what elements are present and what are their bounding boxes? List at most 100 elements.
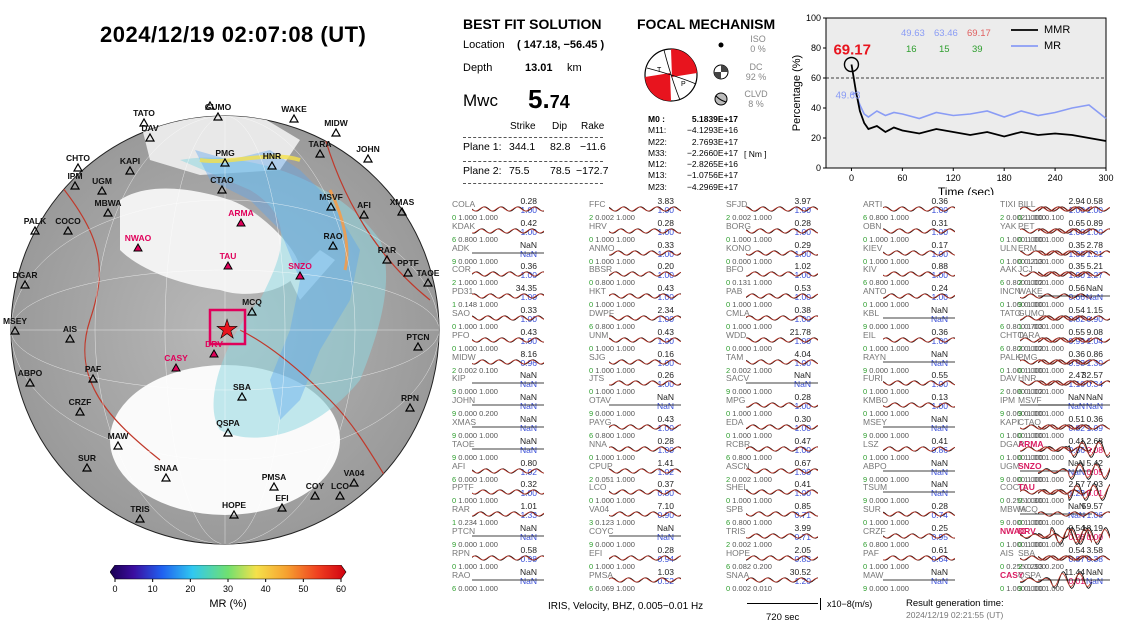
station-label: KAPI <box>120 156 140 166</box>
station-label: TARA <box>309 139 332 149</box>
synthetic-waveform <box>1038 555 1110 561</box>
trace-mbwa: MBWA NaN NaN 9 0.000 1.000 <box>1000 501 1092 528</box>
synthetic-waveform <box>1038 441 1110 456</box>
trace-ugm: UGM NaN NaN 9 0.000 1.000 <box>1000 457 1092 484</box>
tensor-row: M11: −4.1293E+16 <box>648 125 738 136</box>
trace-snaa: SNAA 30.52 1.20 0 0.002 0.010 <box>726 567 818 594</box>
synthetic-waveform <box>472 511 544 517</box>
observed-waveform <box>883 511 955 517</box>
trace-jcj: JCJ 5.21 1.27 2 0.002 1.000 <box>1018 261 1110 288</box>
trace-dwpf: DWPF 2.34 1.00 6 0.800 1.000 <box>589 305 681 332</box>
trace-hkt: HKT 0.43 1.00 0 1.000 1.000 <box>589 283 681 310</box>
station-triangle-icon <box>138 117 150 127</box>
station-label: AIS <box>63 324 78 334</box>
x-tick-label: 60 <box>897 173 907 183</box>
station-triangle-icon <box>209 348 219 358</box>
station-triangle-icon <box>314 148 326 158</box>
station-label: COY <box>306 481 325 491</box>
synthetic-waveform <box>1020 572 1092 587</box>
observed-waveform <box>746 424 818 430</box>
trace-drv: DRV 18.19 0.00 0 1.000 1.000 <box>1018 523 1110 550</box>
trace-kiv: KIV 0.88 1.00 6 0.800 1.000 <box>863 261 955 288</box>
observed-waveform <box>609 576 681 583</box>
synthetic-waveform <box>609 359 681 365</box>
trace-ctao: CTAO 0.36 1.09 0 1.000 1.000 <box>1018 414 1110 441</box>
synthetic-waveform <box>883 337 955 343</box>
observed-waveform <box>1038 555 1110 561</box>
trace-abpo: ABPO NaN NaN 9 0.000 1.000 <box>863 457 955 484</box>
trace-hope: HOPE 2.05 0.83 6 0.082 0.200 <box>726 545 818 572</box>
legend-entry: MR <box>1044 40 1061 52</box>
trace-paf: PAF 0.61 0.64 0 1.000 1.000 <box>863 545 955 572</box>
station-label-highlight: DRV <box>205 339 223 349</box>
trace-gumo: GUMO 1.15 0.90 1 0.703 1.000 <box>1018 305 1110 332</box>
tensor-row: M22: 2.7693E+17 <box>648 136 738 147</box>
tensor-unit: [ Nm ] <box>744 149 767 159</box>
synthetic-waveform <box>609 555 681 561</box>
low-value-label: 49.63 <box>835 91 860 102</box>
synthetic-waveform <box>746 271 818 277</box>
observed-waveform <box>1038 483 1110 502</box>
trace-xmas: XMAS NaN NaN 9 0.000 1.000 <box>452 414 544 440</box>
station-triangle-icon <box>219 157 231 167</box>
trace-pptf: PPTF 0.32 1.00 0 1.000 1.000 <box>452 479 544 506</box>
trace-payg: PAYG 0.43 1.00 6 0.800 1.000 <box>589 414 681 441</box>
synthetic-waveform <box>883 555 955 561</box>
trace-mcq: MCQ 59.57 1.06 0 1.000 1.000 <box>1018 501 1110 528</box>
observed-waveform <box>883 380 955 386</box>
station-triangle-icon <box>74 406 86 416</box>
trace-pab: PAB 0.53 1.00 0 1.000 1.000 <box>726 283 818 310</box>
trace-adk: ADK NaN NaN 9 0.000 1.000 <box>452 239 544 266</box>
trace-lsz: LSZ 0.41 0.86 0 1.000 1.000 <box>863 436 955 463</box>
trace-kiev: KIEV 0.17 1.00 0 1.000 1.000 <box>863 240 955 267</box>
station-label: TRIS <box>130 504 150 514</box>
trace-sur: SUR 0.28 0.74 0 1.000 1.000 <box>863 501 955 528</box>
trace-ffc: FFC 3.83 1.00 2 0.002 1.000 <box>589 196 681 223</box>
station-triangle-icon <box>62 225 74 235</box>
trace-pd31: PD31 34.35 1.00 1 0.148 1.000 <box>452 283 544 310</box>
synthetic-waveform <box>1020 250 1092 256</box>
mr-colorbar: 0 10 20 30 40 50 60 MR (%) <box>110 565 347 610</box>
generation-label: Result generation time: <box>906 598 1004 609</box>
mr-time-chart: 100 80 60 40 20 0 0 60 120 180 240 300 Percentage (%… <box>791 13 1114 195</box>
station-label: TATO <box>133 108 155 118</box>
station-triangle-icon <box>212 111 224 121</box>
station-triangle-icon <box>268 481 280 491</box>
station-triangle-icon <box>381 254 393 264</box>
trace-pmg: PMG 0.86 1.30 0 1.000 1.000 <box>1018 349 1110 376</box>
chart-plot-area <box>825 17 1107 169</box>
station-triangle-icon <box>236 217 246 227</box>
trace-pfo: PFO 0.43 1.00 0 1.000 1.000 <box>452 327 544 354</box>
y-tick-label: 80 <box>811 43 821 53</box>
trace-cola: COLA 0.28 1.00 0 1.000 1.000 <box>452 196 544 223</box>
station-label: AFI <box>357 200 371 210</box>
trace-furi: FURI 0.55 1.00 0 1.000 1.000 <box>863 370 955 397</box>
trace-unm: UNM 0.43 1.00 0 1.000 1.000 <box>589 327 681 354</box>
synthetic-waveform <box>472 315 544 321</box>
observed-waveform <box>1038 527 1110 545</box>
synthetic-waveform <box>746 315 818 321</box>
synthetic-waveform <box>472 555 544 561</box>
station-label: PAF <box>85 364 101 374</box>
mr-distribution-globe-map: ★ JCJGUMO TATO WAKE DAV MIDW TARA JOHN CHTO KAPI… <box>3 100 440 545</box>
station-triangle-icon <box>102 207 114 217</box>
best-fit-heading: BEST FIT SOLUTION <box>463 16 602 32</box>
station-triangle-icon <box>160 472 172 482</box>
y-axis-label: Percentage (%) <box>791 55 803 131</box>
peak-value-label: 69.17 <box>833 42 871 59</box>
station-triangle-icon <box>228 509 240 519</box>
synthetic-waveform <box>746 446 818 452</box>
observed-waveform <box>883 337 955 343</box>
station-label-highlight: ARMA <box>228 208 254 218</box>
trace-kdak: KDAK 0.42 1.00 6 0.800 1.000 <box>452 218 544 245</box>
trace-msey: MSEY NaN NaN 9 0.000 1.000 <box>863 414 955 440</box>
synthetic-waveform <box>883 533 955 539</box>
station-label: MBWA <box>95 198 122 208</box>
time-scale-bar <box>747 603 818 604</box>
time-scale-label: 720 sec <box>766 612 800 623</box>
y-tick-label: 20 <box>811 133 821 143</box>
synthetic-waveform <box>472 468 544 474</box>
observed-waveform <box>1038 271 1110 277</box>
synthetic-waveform <box>1038 272 1110 277</box>
station-triangle-icon <box>124 165 136 175</box>
